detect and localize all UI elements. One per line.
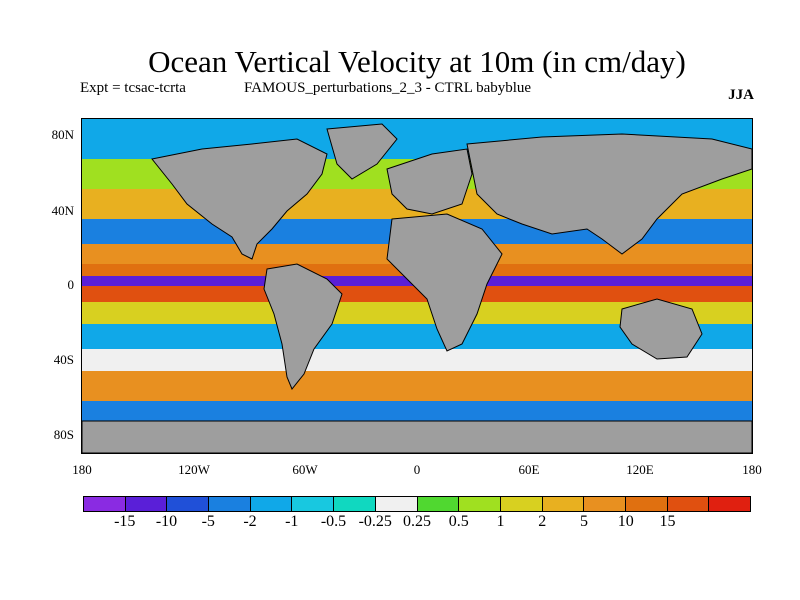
ocean-band xyxy=(82,286,752,302)
lon-label-60e: 60E xyxy=(518,462,540,477)
colorbar-label: 15 xyxy=(659,513,676,530)
colorbar-label: 1 xyxy=(496,513,505,530)
colorbar-swatch xyxy=(584,497,626,511)
colorbar-label: -10 xyxy=(155,513,178,530)
lat-label-40s: 40S xyxy=(53,352,74,367)
colorbar-swatch xyxy=(250,497,293,511)
lon-label-120e: 120E xyxy=(626,462,654,477)
colorbar-swatch xyxy=(334,497,376,511)
colorbar-swatch xyxy=(209,497,251,511)
colorbar-swatch xyxy=(542,497,585,511)
greenland xyxy=(326,123,398,180)
colorbar-swatch xyxy=(417,497,460,511)
lon-label-60w: 60W xyxy=(292,462,318,477)
land-masses xyxy=(82,123,752,453)
colorbar-swatch xyxy=(292,497,335,511)
colorbar-label: 0.5 xyxy=(448,513,469,530)
south-america xyxy=(263,263,343,390)
lon-label-120w: 120W xyxy=(178,462,210,477)
colorbar xyxy=(83,496,751,512)
colorbar-label: -1 xyxy=(285,513,299,530)
map-title: Ocean Vertical Velocity at 10m (in cm/da… xyxy=(148,44,686,79)
map-canvas xyxy=(82,119,752,453)
antarctica-coast xyxy=(82,420,752,453)
north-america xyxy=(151,138,328,260)
colorbar-swatch xyxy=(709,497,750,511)
lat-label-40n: 40N xyxy=(51,203,74,218)
colorbar-label: -0.25 xyxy=(358,513,392,530)
lon-label-0: 0 xyxy=(413,462,421,477)
colorbar-swatch xyxy=(459,497,501,511)
colorbar-label: -0.5 xyxy=(320,513,347,530)
ocean-band xyxy=(82,302,752,324)
colorbar-swatch xyxy=(167,497,210,511)
run-label: FAMOUS_perturbations_2_3 - CTRL babyblue xyxy=(244,80,532,96)
colorbar-label: -5 xyxy=(201,513,215,530)
experiment-label: Expt = tcsac-tcrta xyxy=(80,80,186,96)
colorbar-label: 2 xyxy=(538,513,547,530)
ocean-band xyxy=(82,349,752,371)
lon-label-180w: 180 xyxy=(72,462,92,477)
lat-label-80n: 80N xyxy=(51,127,74,142)
colorbar-label: -2 xyxy=(243,513,257,530)
colorbar-label: 10 xyxy=(617,513,634,530)
colorbar-swatch xyxy=(625,497,668,511)
colorbar-swatch xyxy=(125,497,168,511)
colorbar-label: 5 xyxy=(580,513,588,530)
colorbar-swatch xyxy=(375,497,418,511)
australia xyxy=(619,298,703,360)
europe xyxy=(386,148,473,215)
ocean-band xyxy=(82,401,752,421)
world-map xyxy=(81,118,753,454)
colorbar-swatch xyxy=(667,497,710,511)
lat-label-80s: 80S xyxy=(53,427,74,442)
colorbar-swatch xyxy=(84,497,126,511)
africa xyxy=(386,213,503,352)
ocean-band xyxy=(82,371,752,401)
lon-label-180e: 180 xyxy=(742,462,762,477)
asia xyxy=(466,133,752,255)
colorbar-label: -15 xyxy=(114,513,136,530)
colorbar-label: 0.25 xyxy=(403,513,431,530)
lat-label-0: 0 xyxy=(67,277,75,292)
colorbar-swatch xyxy=(500,497,543,511)
season-label: JJA xyxy=(728,87,754,103)
